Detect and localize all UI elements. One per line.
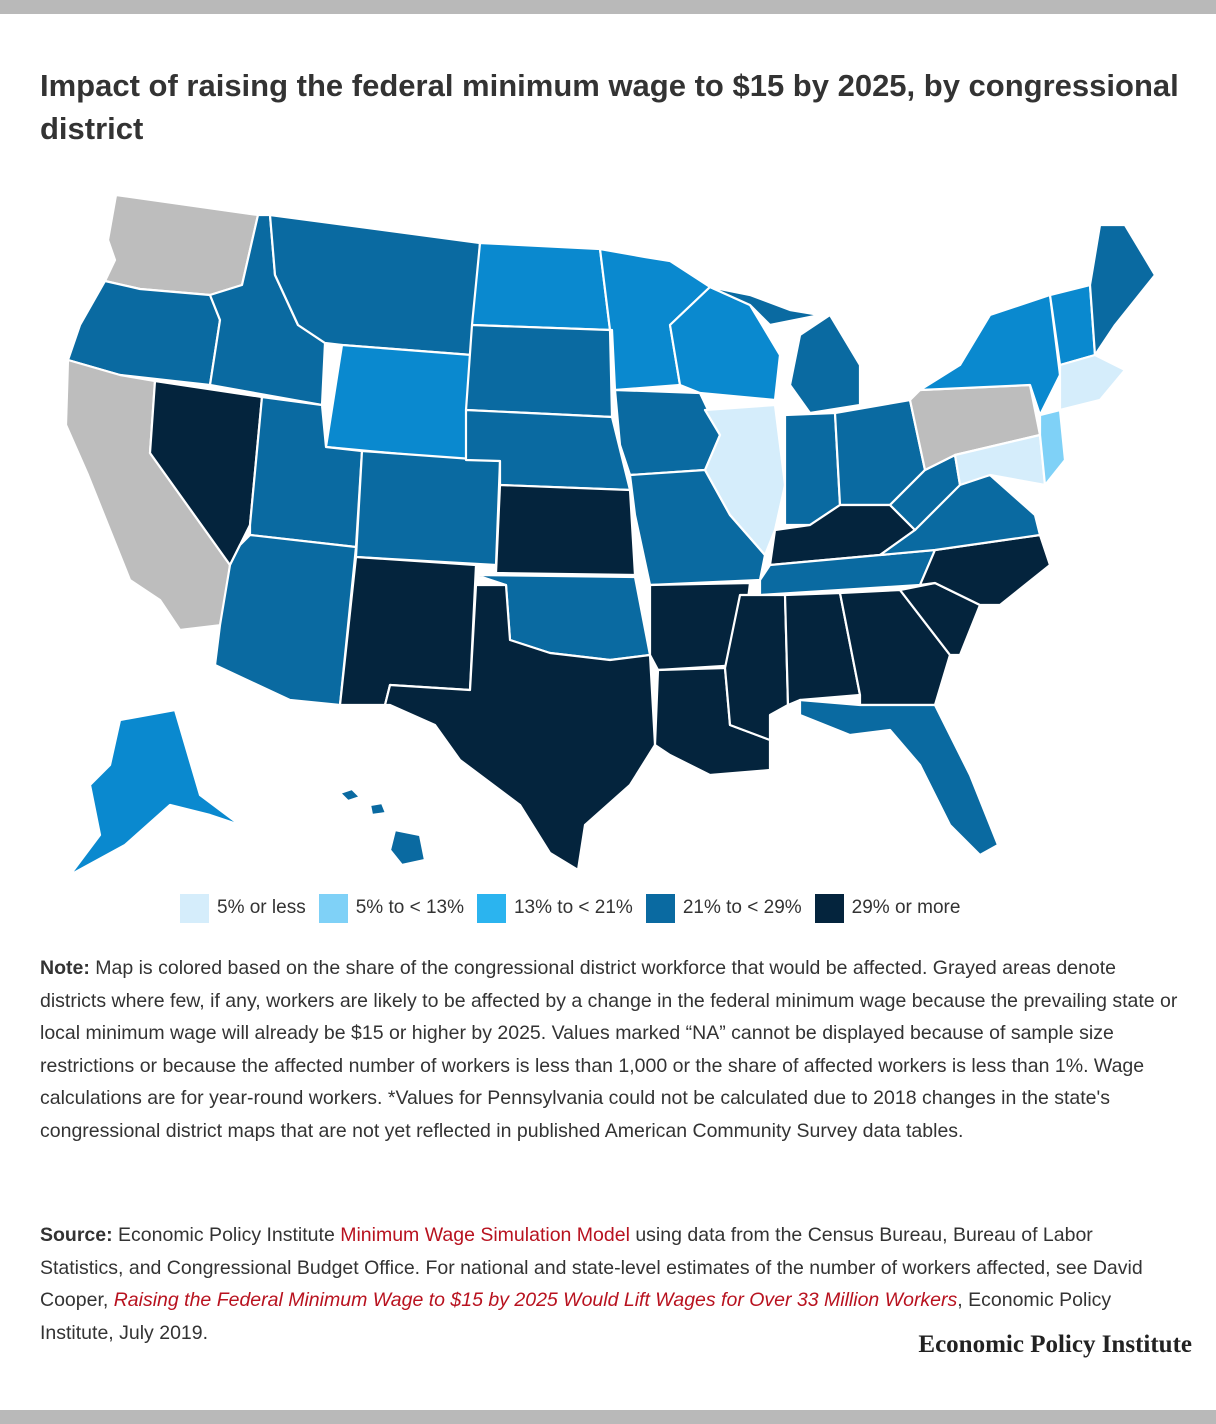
legend-item-1: 5% or less [180,893,306,923]
state-indiana [783,411,842,527]
state-colorado [354,449,502,567]
source-text-3: , Economic Policy Institute, July 2019. [40,1289,1112,1344]
legend-item-5: 29% or more [814,893,961,923]
state-alaska [68,708,242,877]
legend-swatch [645,893,675,923]
state-michigan [788,313,862,415]
state-kansas [494,483,637,577]
state-north-dakota [470,241,612,332]
state-iowa [613,388,722,477]
simulation-model-link[interactable]: Minimum Wage Simulation Model [340,1224,630,1246]
top-border-bar [0,0,1216,14]
state-washington [103,193,260,297]
legend-item-3: 13% to < 21% [476,893,633,923]
state-texas [383,583,657,872]
chart-title: Impact of raising the federal minimum wa… [40,68,1179,146]
state-alabama [783,591,862,707]
state-new-jersey [1038,408,1067,487]
note-paragraph: Note: Map is colored based on the share … [40,952,1180,1148]
state-mississippi [723,593,790,742]
legend-item-2: 5% to < 13% [318,893,464,923]
state-michigan-upper [708,285,822,327]
state-illinois [703,403,787,557]
legend-label: 5% to < 13% [355,897,464,918]
bottom-border-bar [0,1410,1216,1424]
state-south-dakota [464,323,614,419]
state-arkansas [648,581,752,672]
source-text-1: Economic Policy Institute [112,1224,341,1246]
legend-swatch [318,893,348,923]
legend-label: 5% or less [217,897,306,918]
legend-label: 13% to < 21% [513,897,633,918]
state-arizona [213,533,358,707]
source-text-2: using data from the Census Bureau, Burea… [40,1224,1143,1312]
legend-swatch [476,893,506,923]
state-florida [798,698,1000,857]
state-hawaii [338,787,427,867]
legend-swatch [814,893,844,923]
state-massachusetts [1058,353,1127,412]
legend-swatch [180,893,209,923]
legend-label: 21% to < 29% [682,897,802,918]
state-maryland [953,433,1047,487]
source-lead: Source: [40,1224,113,1246]
us-district-map [30,185,1190,885]
source-paragraph: Source: Economic Policy Institute Minimu… [40,1219,1180,1349]
note-text: Map is colored based on the share of the… [40,957,1178,1142]
note-lead: Note: [40,957,90,979]
legend-label: 29% or more [851,897,961,918]
report-link[interactable]: Raising the Federal Minimum Wage to $15 … [113,1289,958,1312]
legend-item-4: 21% to < 29% [645,893,802,923]
state-wyoming [324,343,474,462]
epi-logo-text: Economic Policy Institute [918,1331,1192,1358]
legend: 5% or less 5% to < 13% 13% to < 21% 21% … [180,893,973,923]
state-new-mexico [338,555,478,707]
state-maine [1088,223,1157,357]
